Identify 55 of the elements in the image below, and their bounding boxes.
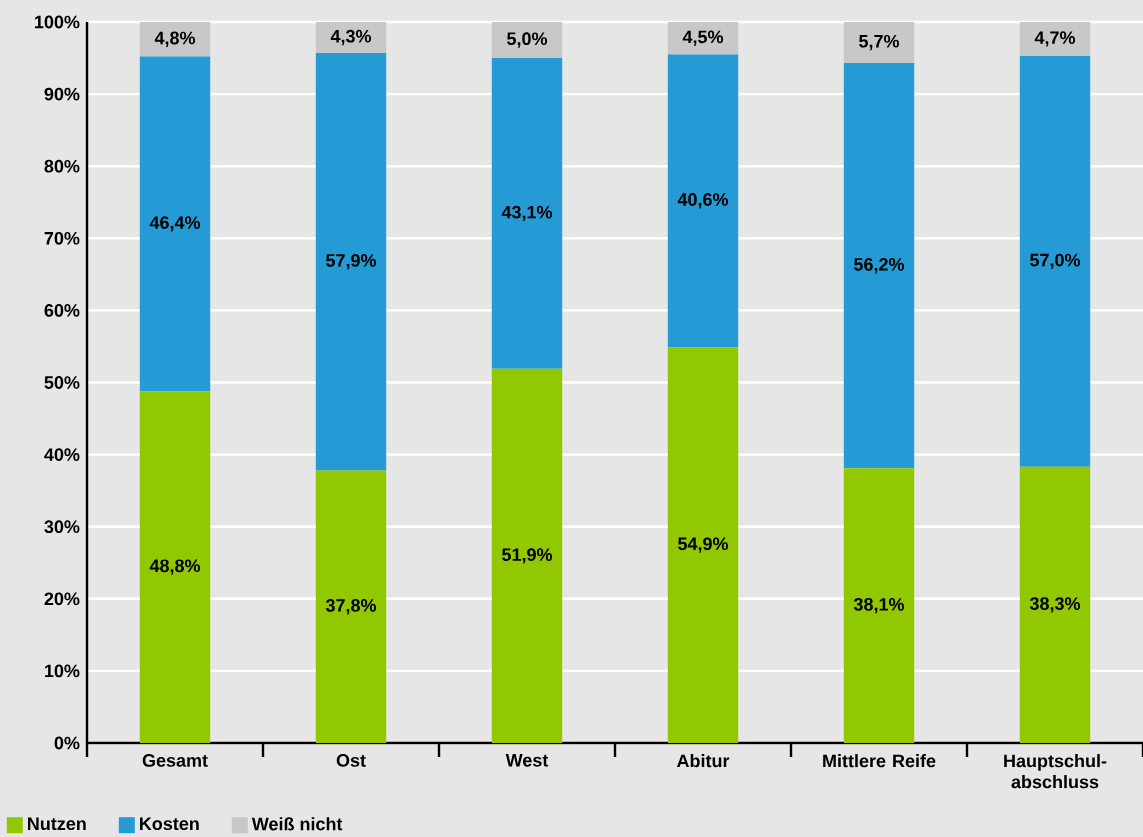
y-tick-label: 70% xyxy=(44,231,80,245)
data-label: 4,3% xyxy=(330,29,372,46)
data-label: 5,0% xyxy=(507,32,548,48)
data-label: 54,9% xyxy=(678,537,729,553)
bar xyxy=(491,58,563,369)
data-label: 38,1% xyxy=(853,597,905,614)
y-tick-label: 0% xyxy=(54,736,80,750)
data-label: 56,2% xyxy=(854,258,905,274)
bar xyxy=(1019,466,1091,743)
y-tick-label: 90% xyxy=(44,87,80,101)
y-tick-label: 10% xyxy=(45,664,80,678)
x-tick-label: Gesamt xyxy=(142,754,208,767)
x-tick-label: Ost xyxy=(336,754,366,767)
y-tick-label: 30% xyxy=(44,520,80,534)
y-tick-label: 40% xyxy=(44,448,80,461)
data-label: 4,5% xyxy=(682,30,724,46)
legend-label: Nutzen xyxy=(28,817,86,831)
x-tick-label: Hauptschul-abschluss xyxy=(1004,754,1107,789)
bar xyxy=(667,347,739,743)
bar xyxy=(139,391,211,743)
bar xyxy=(491,22,563,59)
x-tick-label: Abitur xyxy=(676,754,730,768)
y-tick-label: 80% xyxy=(44,159,80,173)
data-label: 4,7% xyxy=(1034,31,1076,47)
data-label: 4,8% xyxy=(154,31,196,47)
bar xyxy=(315,470,387,743)
y-tick-label: 20% xyxy=(44,592,80,606)
legend-label: Kosten xyxy=(140,817,199,831)
bar xyxy=(667,54,739,348)
bar xyxy=(1019,55,1091,467)
data-label: 48,8% xyxy=(149,559,201,575)
bar xyxy=(315,22,387,53)
data-label: 40,6% xyxy=(677,193,729,209)
data-label: 37,8% xyxy=(325,599,377,615)
bar xyxy=(139,56,211,392)
legend-label: Weiß nicht xyxy=(251,817,343,831)
bar xyxy=(843,63,915,469)
data-label: 38,3% xyxy=(1029,597,1081,613)
data-label: 5,7% xyxy=(859,34,900,51)
y-tick-label: 60% xyxy=(44,304,80,317)
bar xyxy=(843,468,915,743)
y-tick-label: 100% xyxy=(35,15,80,29)
data-label: 57,0% xyxy=(1030,253,1081,270)
y-tick-label: 50% xyxy=(44,376,80,389)
bar xyxy=(843,22,915,64)
data-label: 57,9% xyxy=(326,254,377,270)
x-tick-label: West xyxy=(505,754,549,767)
data-label: 43,1% xyxy=(501,205,553,222)
bar xyxy=(491,368,563,743)
bar xyxy=(1019,22,1091,56)
bar xyxy=(139,22,211,57)
bar xyxy=(315,53,387,471)
data-label: 46,4% xyxy=(149,216,201,232)
data-label: 51,9% xyxy=(502,548,553,564)
x-tick-label: Mittlere Reife xyxy=(823,754,936,768)
